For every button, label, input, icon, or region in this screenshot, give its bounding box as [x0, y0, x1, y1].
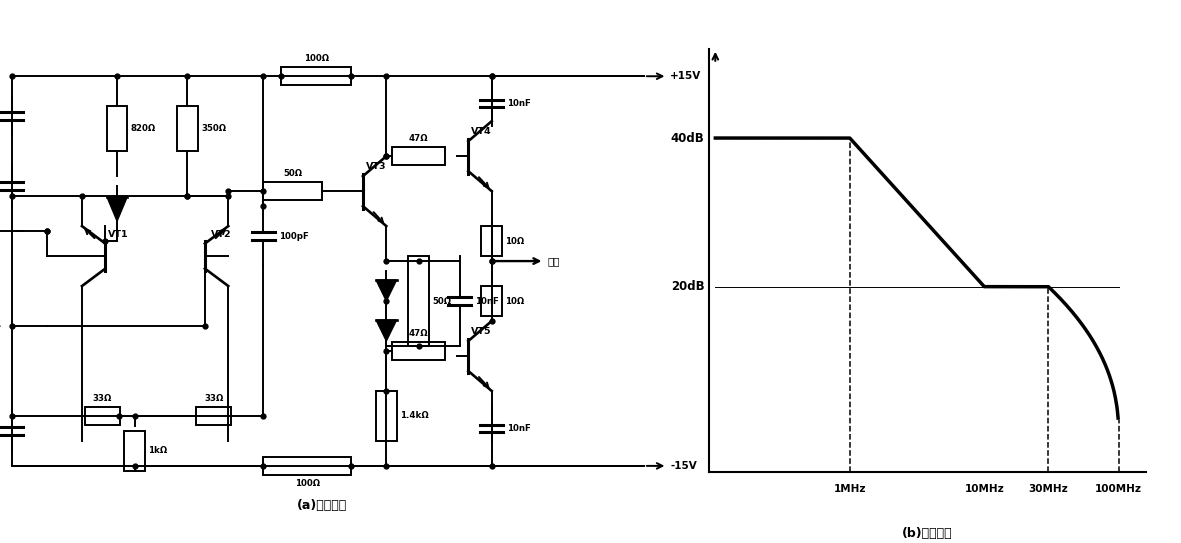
Bar: [482, 226, 502, 256]
Bar: [196, 407, 231, 425]
Bar: [263, 182, 322, 200]
Text: 1MHz: 1MHz: [834, 484, 866, 494]
Text: 47Ω: 47Ω: [409, 135, 429, 143]
Bar: [482, 286, 502, 316]
Text: 350Ω: 350Ω: [201, 124, 227, 133]
Text: (b)频率特性: (b)频率特性: [902, 527, 952, 540]
Text: VT4: VT4: [471, 127, 491, 136]
Text: -15V: -15V: [671, 461, 697, 471]
Text: 1.4kΩ: 1.4kΩ: [400, 412, 429, 420]
Text: 100Ω: 100Ω: [304, 54, 328, 64]
Text: 10nF: 10nF: [475, 296, 498, 306]
Text: 20dB: 20dB: [671, 280, 705, 293]
Text: 1kΩ: 1kΩ: [149, 446, 168, 456]
Text: VT2: VT2: [210, 230, 231, 238]
Text: 33Ω: 33Ω: [93, 394, 112, 403]
Polygon shape: [376, 320, 397, 341]
Bar: [409, 256, 429, 346]
Text: 33Ω: 33Ω: [204, 394, 223, 403]
Polygon shape: [106, 197, 128, 221]
Bar: [85, 407, 120, 425]
Bar: [376, 391, 397, 441]
Polygon shape: [376, 280, 397, 301]
Text: 10nF: 10nF: [507, 99, 530, 108]
Text: 30MHz: 30MHz: [1029, 484, 1069, 494]
Text: 100pF: 100pF: [279, 232, 308, 241]
Bar: [392, 147, 445, 165]
Bar: [124, 431, 145, 471]
Text: 47Ω: 47Ω: [409, 329, 429, 338]
Text: 50Ω: 50Ω: [283, 169, 302, 179]
Text: VT3: VT3: [366, 162, 386, 171]
Text: 100MHz: 100MHz: [1095, 484, 1142, 494]
Bar: [263, 457, 351, 475]
Bar: [281, 67, 351, 85]
Text: VT5: VT5: [471, 327, 491, 336]
Bar: [106, 106, 128, 151]
Text: (a)电路结构: (a)电路结构: [296, 500, 347, 513]
Text: 10Ω: 10Ω: [505, 237, 524, 245]
Text: 50Ω: 50Ω: [432, 296, 451, 306]
Text: 40dB: 40dB: [671, 131, 705, 144]
Text: 10MHz: 10MHz: [965, 484, 1004, 494]
Text: 输出: 输出: [547, 256, 560, 266]
Text: 10nF: 10nF: [507, 424, 530, 433]
Text: 100Ω: 100Ω: [295, 478, 320, 488]
Text: +15V: +15V: [671, 71, 702, 81]
Text: VT1: VT1: [109, 230, 129, 238]
Bar: [392, 342, 445, 359]
Text: 820Ω: 820Ω: [131, 124, 156, 133]
Text: 10Ω: 10Ω: [505, 296, 524, 306]
Bar: [177, 106, 197, 151]
